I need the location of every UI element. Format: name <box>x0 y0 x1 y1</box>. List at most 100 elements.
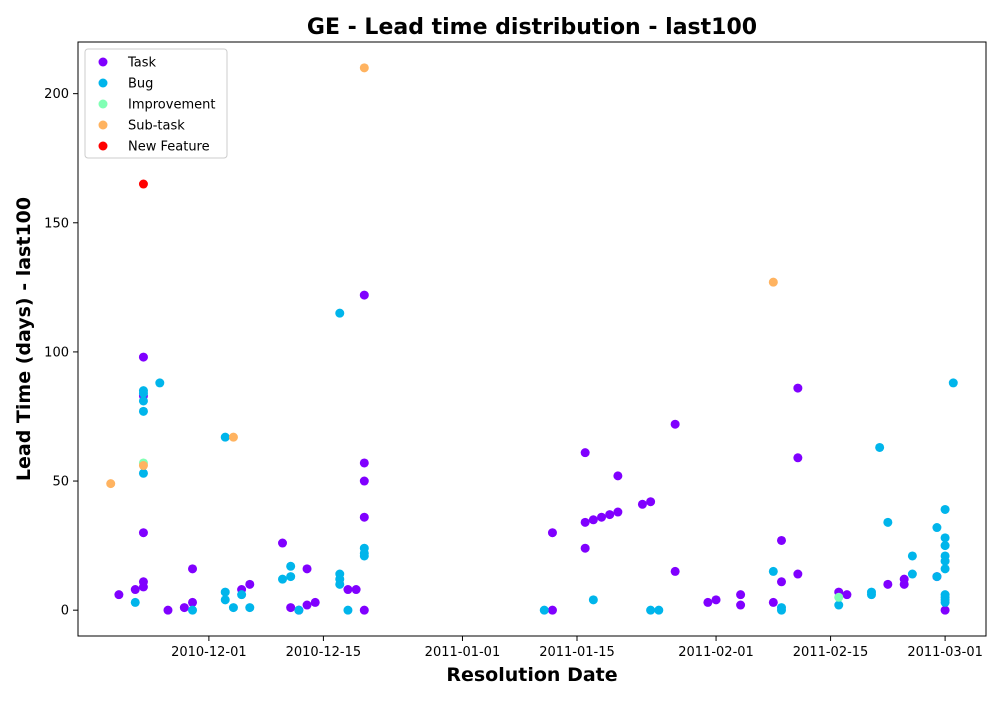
point-bug <box>155 378 164 387</box>
point-task <box>842 590 851 599</box>
point-bug <box>139 389 148 398</box>
point-bug <box>139 396 148 405</box>
point-task <box>793 384 802 393</box>
x-tick-label: 2011-01-01 <box>425 645 501 660</box>
point-bug <box>335 309 344 318</box>
point-new-feature <box>139 180 148 189</box>
point-task <box>343 585 352 594</box>
point-bug <box>654 606 663 615</box>
point-task <box>139 582 148 591</box>
point-task <box>605 510 614 519</box>
x-tick-label: 2010-12-15 <box>286 645 362 660</box>
point-task <box>736 590 745 599</box>
point-bug <box>908 570 917 579</box>
legend-label-new-feature: New Feature <box>128 140 210 155</box>
x-tick-label: 2011-02-15 <box>793 645 869 660</box>
legend-marker-improvement <box>99 100 108 109</box>
legend-label-task: Task <box>127 56 157 71</box>
point-bug <box>834 601 843 610</box>
point-sub-task <box>769 278 778 287</box>
point-task <box>671 420 680 429</box>
point-task <box>613 471 622 480</box>
point-bug <box>139 469 148 478</box>
legend-marker-task <box>99 58 108 67</box>
point-bug <box>188 606 197 615</box>
point-task <box>360 606 369 615</box>
point-task <box>139 528 148 537</box>
x-tick-label: 2011-01-15 <box>539 645 615 660</box>
point-bug <box>883 518 892 527</box>
point-task <box>352 585 361 594</box>
point-task <box>286 603 295 612</box>
point-bug <box>540 606 549 615</box>
point-task <box>793 453 802 462</box>
point-bug <box>941 541 950 550</box>
point-bug <box>777 606 786 615</box>
point-bug <box>908 551 917 560</box>
point-task <box>245 580 254 589</box>
point-bug <box>139 407 148 416</box>
point-bug <box>221 433 230 442</box>
point-bug <box>932 523 941 532</box>
point-bug <box>221 595 230 604</box>
point-task <box>793 570 802 579</box>
point-task <box>646 497 655 506</box>
legend-marker-bug <box>99 79 108 88</box>
y-tick-label: 0 <box>61 604 69 619</box>
point-task <box>900 580 909 589</box>
point-bug <box>360 551 369 560</box>
point-task <box>581 448 590 457</box>
y-tick-label: 100 <box>44 345 69 360</box>
point-task <box>188 598 197 607</box>
point-task <box>303 601 312 610</box>
point-task <box>188 564 197 573</box>
point-bug <box>237 590 246 599</box>
point-task <box>360 458 369 467</box>
point-bug <box>343 606 352 615</box>
point-task <box>736 601 745 610</box>
y-tick-label: 200 <box>44 87 69 102</box>
legend: Task Bug Improvement Sub-task New Feature <box>85 49 227 158</box>
point-bug <box>131 598 140 607</box>
point-bug <box>589 595 598 604</box>
point-task <box>769 598 778 607</box>
point-sub-task <box>139 461 148 470</box>
point-task <box>180 603 189 612</box>
point-task <box>139 353 148 362</box>
point-bug <box>245 603 254 612</box>
point-bug <box>932 572 941 581</box>
point-bug <box>949 378 958 387</box>
point-bug <box>335 580 344 589</box>
y-tick-label: 50 <box>52 475 69 490</box>
point-bug <box>278 575 287 584</box>
point-task <box>131 585 140 594</box>
point-bug <box>941 533 950 542</box>
point-task <box>360 477 369 486</box>
point-bug <box>941 505 950 514</box>
point-bug <box>941 598 950 607</box>
legend-label-improvement: Improvement <box>128 98 215 113</box>
point-bug <box>769 567 778 576</box>
point-bug <box>646 606 655 615</box>
point-bug <box>941 564 950 573</box>
point-task <box>597 513 606 522</box>
point-task <box>941 606 950 615</box>
point-improvement <box>834 593 843 602</box>
point-task <box>581 544 590 553</box>
point-bug <box>867 590 876 599</box>
point-task <box>581 518 590 527</box>
point-bug <box>286 572 295 581</box>
point-bug <box>875 443 884 452</box>
point-task <box>360 291 369 300</box>
y-axis-label: Lead Time (days) - last100 <box>13 197 35 481</box>
point-task <box>548 606 557 615</box>
legend-label-bug: Bug <box>128 77 153 92</box>
point-task <box>589 515 598 524</box>
point-bug <box>941 557 950 566</box>
point-bug <box>286 562 295 571</box>
point-task <box>163 606 172 615</box>
x-axis-label: Resolution Date <box>446 664 617 686</box>
point-bug <box>229 603 238 612</box>
